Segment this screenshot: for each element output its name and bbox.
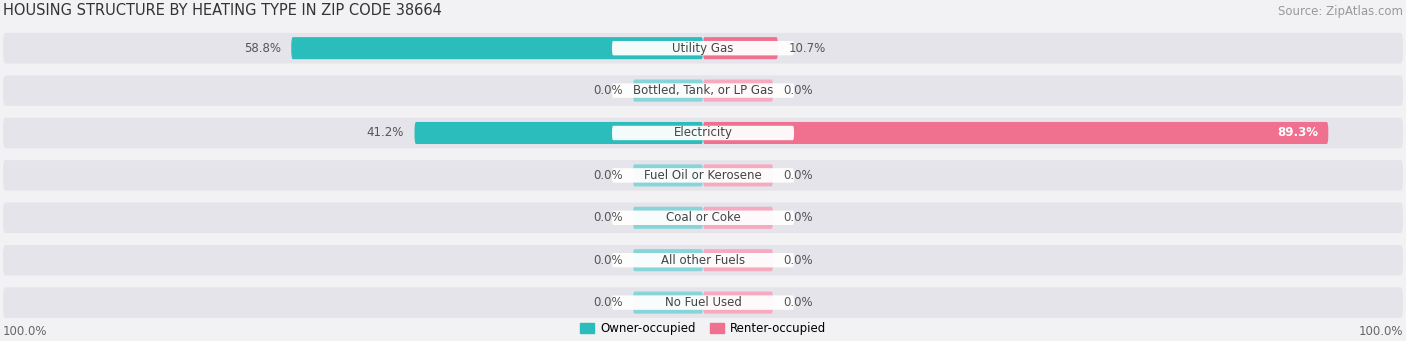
Text: Electricity: Electricity	[673, 127, 733, 139]
Text: Coal or Coke: Coal or Coke	[665, 211, 741, 224]
Text: All other Fuels: All other Fuels	[661, 254, 745, 267]
FancyBboxPatch shape	[703, 37, 778, 59]
FancyBboxPatch shape	[291, 37, 703, 59]
Text: 100.0%: 100.0%	[1358, 325, 1403, 338]
FancyBboxPatch shape	[3, 287, 1403, 318]
Text: Bottled, Tank, or LP Gas: Bottled, Tank, or LP Gas	[633, 84, 773, 97]
Text: 0.0%: 0.0%	[593, 296, 623, 309]
Text: 100.0%: 100.0%	[3, 325, 48, 338]
FancyBboxPatch shape	[3, 33, 1403, 63]
FancyBboxPatch shape	[703, 207, 773, 229]
Text: HOUSING STRUCTURE BY HEATING TYPE IN ZIP CODE 38664: HOUSING STRUCTURE BY HEATING TYPE IN ZIP…	[3, 3, 441, 18]
Text: 0.0%: 0.0%	[593, 84, 623, 97]
FancyBboxPatch shape	[3, 75, 1403, 106]
FancyBboxPatch shape	[612, 41, 794, 55]
FancyBboxPatch shape	[612, 295, 794, 310]
FancyBboxPatch shape	[633, 164, 703, 187]
FancyBboxPatch shape	[3, 160, 1403, 191]
Text: 0.0%: 0.0%	[783, 84, 813, 97]
Text: 41.2%: 41.2%	[367, 127, 404, 139]
Text: 0.0%: 0.0%	[593, 211, 623, 224]
FancyBboxPatch shape	[633, 249, 703, 271]
Text: 0.0%: 0.0%	[783, 296, 813, 309]
Text: 0.0%: 0.0%	[783, 254, 813, 267]
Text: 0.0%: 0.0%	[593, 169, 623, 182]
FancyBboxPatch shape	[612, 168, 794, 182]
Text: No Fuel Used: No Fuel Used	[665, 296, 741, 309]
Text: 89.3%: 89.3%	[1277, 127, 1317, 139]
FancyBboxPatch shape	[703, 79, 773, 102]
FancyBboxPatch shape	[633, 79, 703, 102]
Text: 0.0%: 0.0%	[783, 211, 813, 224]
FancyBboxPatch shape	[3, 203, 1403, 233]
FancyBboxPatch shape	[415, 122, 703, 144]
FancyBboxPatch shape	[633, 292, 703, 314]
Text: 58.8%: 58.8%	[243, 42, 281, 55]
FancyBboxPatch shape	[612, 126, 794, 140]
Text: Fuel Oil or Kerosene: Fuel Oil or Kerosene	[644, 169, 762, 182]
Text: 0.0%: 0.0%	[783, 169, 813, 182]
Text: Utility Gas: Utility Gas	[672, 42, 734, 55]
FancyBboxPatch shape	[612, 253, 794, 267]
FancyBboxPatch shape	[703, 249, 773, 271]
Text: 10.7%: 10.7%	[789, 42, 825, 55]
Text: Source: ZipAtlas.com: Source: ZipAtlas.com	[1278, 5, 1403, 18]
FancyBboxPatch shape	[703, 164, 773, 187]
FancyBboxPatch shape	[633, 207, 703, 229]
FancyBboxPatch shape	[612, 211, 794, 225]
FancyBboxPatch shape	[612, 83, 794, 98]
Legend: Owner-occupied, Renter-occupied: Owner-occupied, Renter-occupied	[575, 317, 831, 340]
FancyBboxPatch shape	[3, 118, 1403, 148]
FancyBboxPatch shape	[3, 245, 1403, 276]
FancyBboxPatch shape	[703, 122, 1329, 144]
Text: 0.0%: 0.0%	[593, 254, 623, 267]
FancyBboxPatch shape	[703, 292, 773, 314]
